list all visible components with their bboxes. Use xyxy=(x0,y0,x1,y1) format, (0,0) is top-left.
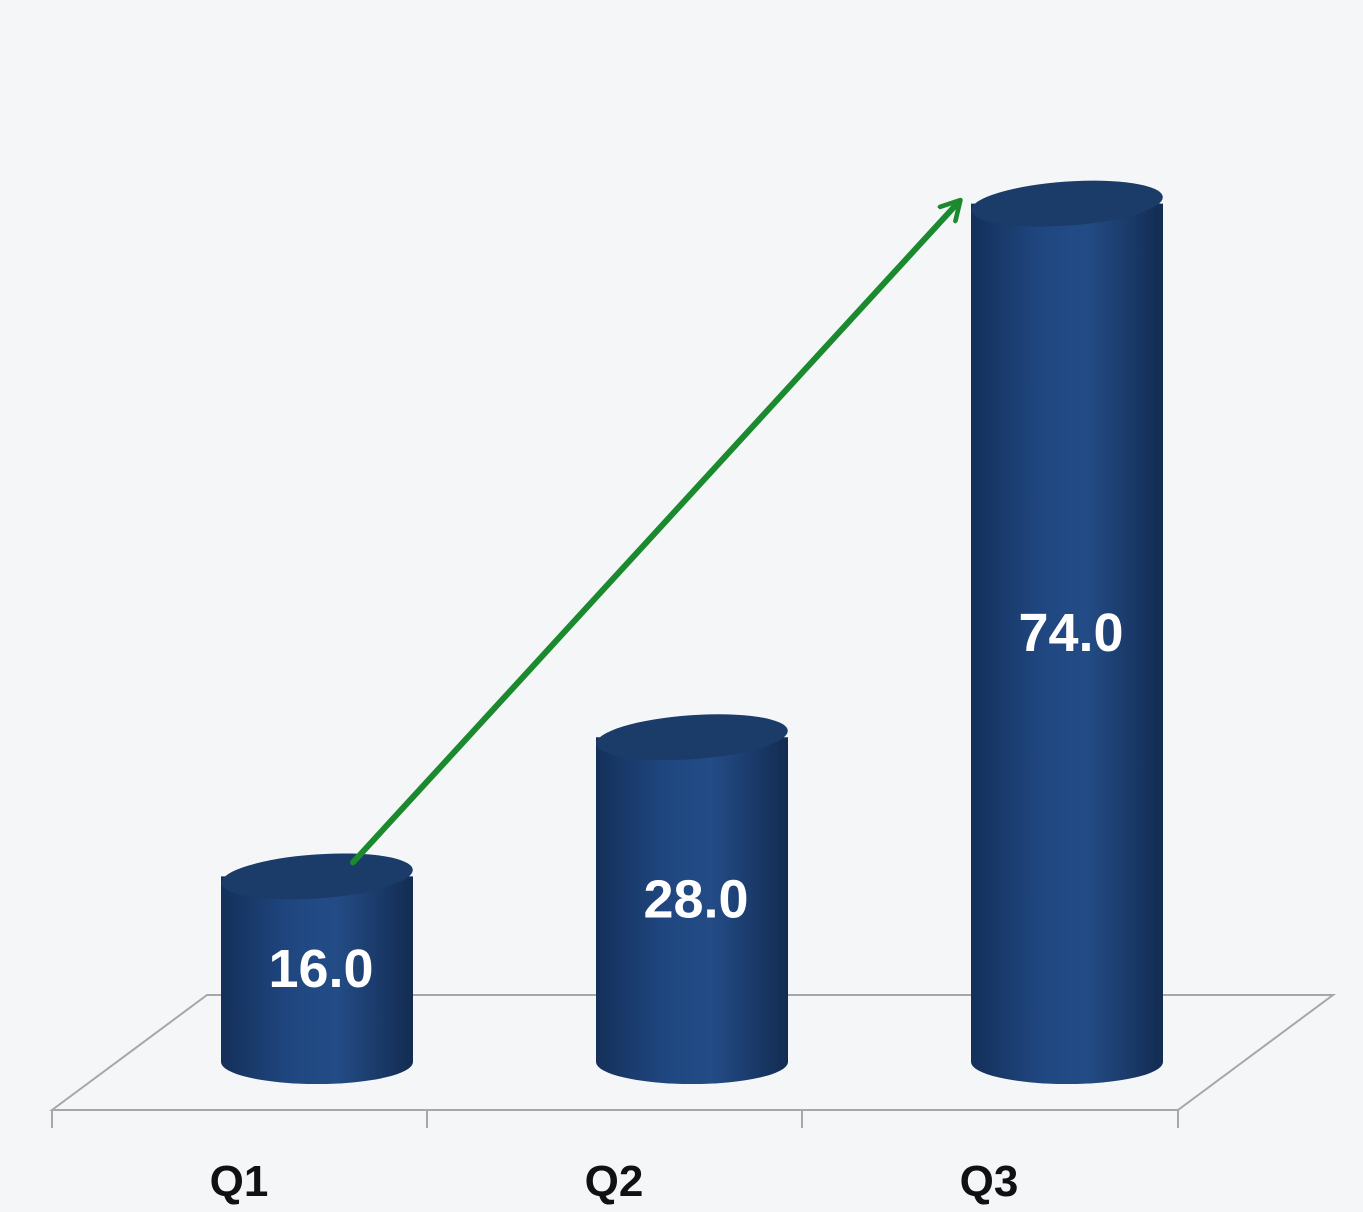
bars-group xyxy=(221,180,1163,1085)
value-labels-group: 16.0 28.0 74.0 xyxy=(268,603,1123,999)
data-label-q3: 74.0 xyxy=(1018,603,1123,663)
category-label-q2: Q2 xyxy=(585,1157,644,1206)
bar-q3 xyxy=(971,180,1163,1085)
bar-top xyxy=(971,180,1163,227)
category-label-q3: Q3 xyxy=(960,1157,1019,1206)
annotations-group xyxy=(350,202,959,866)
bar-q1 xyxy=(221,853,413,1084)
bar-top xyxy=(221,853,413,900)
category-labels-group: Q1 Q2 Q3 xyxy=(210,1157,1019,1206)
category-label-q1: Q1 xyxy=(210,1157,269,1206)
bar-top xyxy=(596,714,788,761)
bar-body xyxy=(221,876,413,1084)
trend-arrow xyxy=(350,202,959,866)
chart-floor xyxy=(48,994,1337,1128)
bar-body xyxy=(596,737,788,1084)
data-label-q1: 16.0 xyxy=(268,939,373,999)
data-label-q2: 28.0 xyxy=(643,870,748,930)
bar-q2 xyxy=(596,714,788,1084)
bar-body xyxy=(971,203,1163,1085)
